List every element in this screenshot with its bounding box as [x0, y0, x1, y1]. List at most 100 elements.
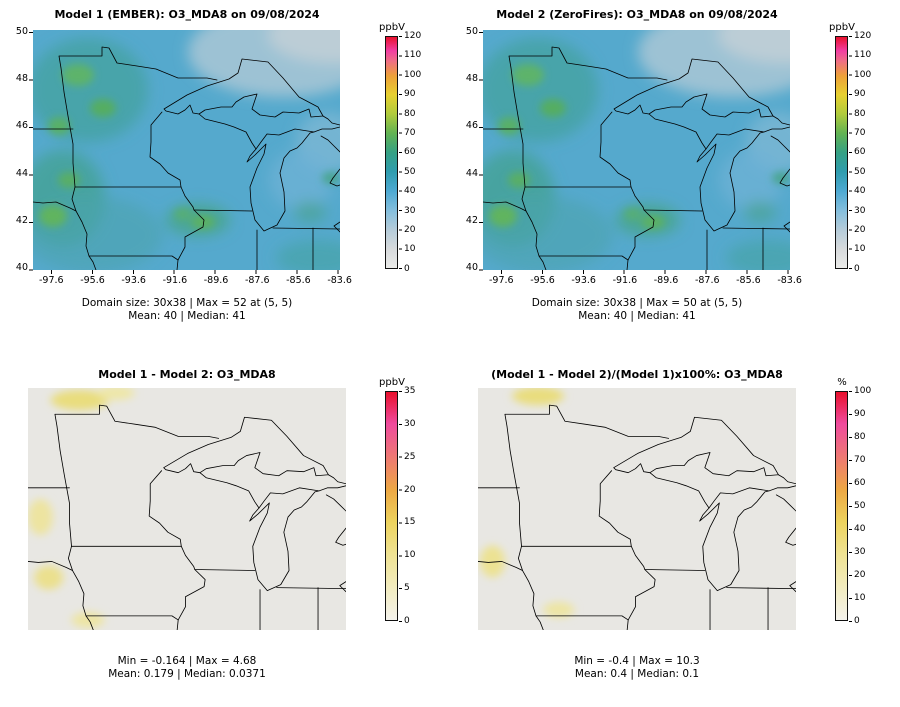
y-axis-labels: 40 42 44 46 48 50 [6, 27, 28, 273]
colorbar-ticks [849, 36, 852, 269]
colorbar-tick-label: 40 [404, 186, 416, 197]
stats-line2: Mean: 40 | Median: 41 [128, 310, 246, 322]
colorbar [385, 36, 398, 269]
x-tick-label: -87.6 [694, 275, 720, 286]
y-tick-label: 42 [15, 214, 28, 226]
y-tick-label: 48 [465, 73, 478, 85]
colorbar-tick-label: 40 [854, 524, 866, 534]
x-tick-label: -91.6 [162, 275, 188, 286]
colorbar-ticks [399, 391, 402, 622]
x-tick-label: -97.6 [489, 275, 514, 286]
colorbar-tick-label: 80 [854, 432, 866, 442]
stats-line1: Domain size: 30x38 | Max = 52 at (5, 5) [81, 297, 293, 309]
colorbar-tick-label: 30 [854, 547, 866, 557]
colorbar-tick-label: 35 [404, 386, 416, 396]
x-tick-label: -85.6 [736, 275, 761, 286]
y-axis-labels: 40 42 44 46 48 50 [456, 27, 478, 273]
y-tick-label: 40 [15, 261, 28, 273]
x-tick-label: -91.6 [612, 275, 638, 286]
colorbar-tick-label: 10 [854, 593, 866, 603]
colorbar-tick-label: 110 [854, 50, 872, 61]
colorbar-tick-label: 0 [854, 616, 860, 626]
colorbar-tick-label: 30 [404, 205, 416, 216]
stats-line1: Min = -0.4 | Max = 10.3 [574, 655, 700, 667]
x-tick-label: -95.6 [530, 275, 555, 286]
y-axis-ticks [479, 32, 483, 271]
panel-model1: Model 1 (EMBER): O3_MDA8 on 09/08/2024 4… [0, 0, 450, 353]
colorbar-tick-label: 100 [404, 69, 422, 80]
panel-title: Model 2 (ZeroFires): O3_MDA8 on 09/08/20… [496, 8, 778, 21]
colorbar-tick-label: 120 [404, 31, 422, 41]
colorbar-tick-label: 110 [404, 50, 422, 61]
colorbar-tick-labels: 0 10 20 30 40 50 60 70 80 90 100 110 120 [404, 31, 432, 274]
colorbar-tick-label: 5 [404, 583, 410, 594]
x-axis-labels: -97.6 -95.6 -93.6 -91.6 -89.6 -87.6 -85.6 -83.6 [489, 276, 802, 286]
stats-caption: Domain size: 30x38 | Max = 52 at (5, 5) … [0, 297, 374, 323]
colorbar-unit-label: ppbV [829, 22, 855, 33]
x-tick-label: -83.6 [327, 275, 352, 286]
panel-difference: Model 1 - Model 2: O3_MDA8 ppbV 0 5 10 15 20… [0, 353, 450, 706]
x-tick-label: -83.6 [777, 275, 802, 286]
stats-line2: Mean: 0.179 | Median: 0.0371 [108, 668, 266, 680]
panel-percent-difference: (Model 1 - Model 2)/(Model 1)x100%: O3_M… [450, 353, 900, 706]
y-tick-label: 44 [465, 167, 478, 179]
colorbar-unit-label: ppbV [379, 22, 405, 33]
x-tick-label: -89.6 [203, 275, 229, 286]
colorbar-tick-label: 90 [854, 89, 866, 100]
x-axis-labels: -97.6 -95.6 -93.6 -91.6 -89.6 -87.6 -85.6 -83.6 [39, 276, 352, 286]
colorbar-tick-label: 90 [404, 89, 416, 100]
colorbar-tick-label: 80 [404, 108, 416, 119]
colorbar-tick-label: 70 [854, 128, 866, 139]
colorbar-tick-label: 70 [854, 455, 866, 465]
panel-title: Model 1 - Model 2: O3_MDA8 [98, 368, 276, 381]
x-axis-ticks [501, 270, 789, 274]
colorbar-tick-label: 0 [404, 263, 410, 274]
panel-model2: Model 2 (ZeroFires): O3_MDA8 on 09/08/20… [450, 0, 900, 353]
stats-line1: Domain size: 30x38 | Max = 50 at (5, 5) [531, 297, 743, 309]
map-model2 [483, 30, 790, 270]
colorbar-tick-label: 25 [404, 451, 416, 462]
y-tick-label: 40 [465, 261, 478, 273]
map-difference [28, 388, 346, 630]
stats-caption: Min = -0.164 | Max = 4.68 Mean: 0.179 | … [0, 655, 374, 681]
colorbar-tick-label: 60 [854, 478, 866, 488]
colorbar-tick-label: 0 [404, 615, 410, 626]
y-tick-label: 44 [15, 167, 28, 179]
colorbar-ticks [399, 36, 402, 269]
stats-line2: Mean: 0.4 | Median: 0.1 [574, 668, 700, 680]
colorbar-tick-label: 20 [854, 225, 866, 236]
colorbar-tick-label: 10 [854, 244, 866, 255]
colorbar-tick-label: 40 [854, 186, 866, 197]
colorbar-tick-label: 10 [404, 244, 416, 255]
colorbar-tick-labels: 0 5 10 15 20 25 30 35 [404, 386, 432, 626]
x-tick-label: -95.6 [80, 275, 105, 286]
panel-title: Model 1 (EMBER): O3_MDA8 on 09/08/2024 [54, 8, 320, 21]
stats-caption: Min = -0.4 | Max = 10.3 Mean: 0.4 | Medi… [450, 655, 824, 681]
y-tick-label: 50 [15, 26, 28, 37]
x-tick-label: -89.6 [653, 275, 679, 286]
stats-line2: Mean: 40 | Median: 41 [578, 310, 696, 322]
colorbar-tick-label: 0 [854, 263, 860, 274]
map-percent-difference [478, 388, 796, 630]
colorbar [835, 36, 848, 269]
colorbar-tick-label: 100 [854, 386, 872, 396]
y-axis-ticks [29, 32, 33, 271]
y-tick-label: 48 [15, 73, 28, 85]
y-tick-label: 42 [465, 214, 478, 226]
colorbar [835, 391, 848, 621]
colorbar-unit-label: % [837, 377, 847, 388]
stats-caption: Domain size: 30x38 | Max = 50 at (5, 5) … [450, 297, 824, 323]
colorbar-ticks [849, 391, 852, 622]
colorbar-tick-label: 90 [854, 409, 866, 419]
colorbar-tick-label: 15 [404, 517, 416, 528]
x-tick-label: -97.6 [39, 275, 64, 286]
colorbar-tick-label: 50 [404, 166, 416, 177]
colorbar-tick-labels: 0 10 20 30 40 50 60 70 80 90 100 [854, 386, 882, 626]
colorbar-tick-label: 50 [854, 166, 866, 177]
colorbar-tick-label: 80 [854, 108, 866, 119]
colorbar-tick-label: 10 [404, 550, 416, 561]
colorbar-tick-label: 60 [854, 147, 866, 158]
panel-title: (Model 1 - Model 2)/(Model 1)x100%: O3_M… [491, 368, 783, 381]
colorbar-tick-label: 20 [404, 484, 416, 495]
